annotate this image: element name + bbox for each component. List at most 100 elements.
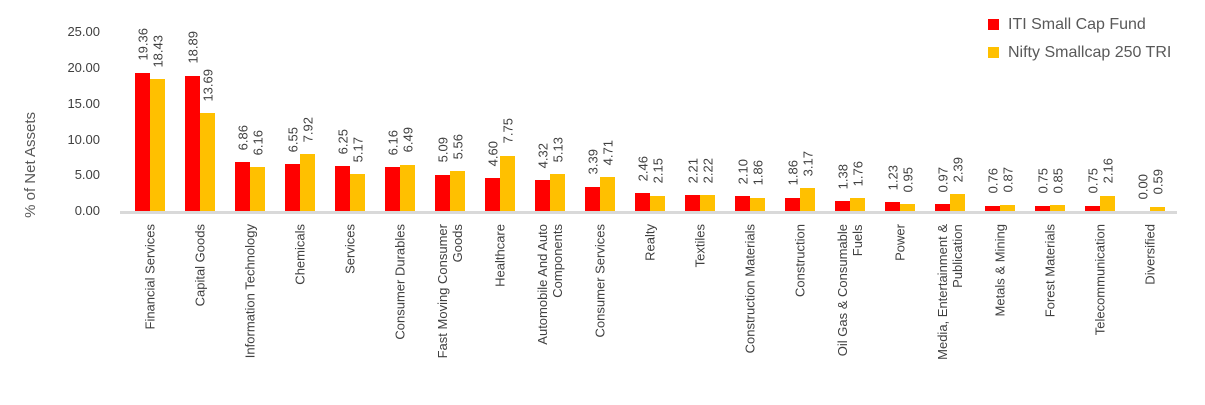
bar-segment <box>585 186 600 211</box>
category-label: Healthcare <box>492 224 508 287</box>
category-label: Textiles <box>692 224 708 268</box>
bar-segment <box>1150 206 1165 211</box>
value-label: 1.38 <box>835 163 850 190</box>
y-tick-label: 5.00 <box>74 167 100 183</box>
bar-segment <box>685 195 700 211</box>
bar-segment <box>385 166 400 211</box>
bar-segment <box>835 201 850 211</box>
bar-segment <box>1050 204 1065 211</box>
value-label: 18.43 <box>150 34 165 68</box>
value-label: 5.17 <box>350 136 365 163</box>
value-label: 2.22 <box>700 157 715 184</box>
category-label: Diversified <box>1142 224 1158 285</box>
bar-segment <box>485 178 500 211</box>
value-label: 2.46 <box>635 156 650 182</box>
bar-segment <box>1100 195 1115 211</box>
value-label: 5.56 <box>450 133 465 160</box>
value-label: 5.09 <box>435 137 450 163</box>
bar-segment <box>185 75 200 211</box>
value-label: 2.16 <box>1100 158 1115 184</box>
bar-segment <box>750 197 765 211</box>
value-label: 4.60 <box>485 140 500 167</box>
value-label: 6.25 <box>335 129 350 155</box>
value-label: 1.76 <box>850 161 865 187</box>
bar-segment <box>350 174 365 211</box>
plot-area: 19.36 18.43 18.89 13.69 6.86 6.16 6.55 7.92 6.25… <box>135 28 1165 211</box>
category-label: Forest Materials <box>1042 224 1058 318</box>
value-label: 18.89 <box>185 31 200 64</box>
value-label: 6.16 <box>250 129 265 155</box>
category-label: Construction Materials <box>742 224 758 354</box>
value-label: 13.69 <box>200 68 215 102</box>
category-label: Realty <box>642 224 658 261</box>
value-label: 0.97 <box>935 166 950 193</box>
bar-segment <box>300 154 315 211</box>
bar-segment <box>435 174 450 211</box>
y-tick-label: 0.00 <box>74 203 100 218</box>
category-label: Information Technology <box>242 224 258 359</box>
bar-segment <box>550 174 565 211</box>
value-label: 7.75 <box>500 118 515 144</box>
bar-segment <box>600 177 615 211</box>
bar-segment <box>400 164 415 211</box>
bar-segment <box>985 205 1000 211</box>
legend-swatch-red-icon <box>988 19 999 30</box>
bar-segment <box>235 161 250 211</box>
bar-segment <box>1035 205 1050 211</box>
bar-segment <box>785 197 800 211</box>
category-label: Services <box>342 224 358 274</box>
legend-label-benchmark: Nifty Smallcap 250 TRI <box>1008 43 1172 61</box>
value-label: 6.86 <box>235 124 250 150</box>
y-tick-label: 10.00 <box>67 131 100 147</box>
value-label: 5.13 <box>550 137 565 163</box>
bar-segment <box>650 195 665 211</box>
value-label: 0.75 <box>1085 168 1100 194</box>
value-label: 6.49 <box>400 127 415 153</box>
category-label: Construction <box>792 224 808 297</box>
value-label: 0.59 <box>1150 169 1165 195</box>
bar-segment <box>250 166 265 211</box>
bar-segment <box>335 166 350 211</box>
bar-segment <box>800 188 815 211</box>
bar-segment <box>450 171 465 211</box>
value-label: 19.36 <box>135 28 150 61</box>
value-label: 0.95 <box>900 166 915 193</box>
legend-item-fund: ITI Small Cap Fund <box>988 13 1171 36</box>
category-label: Oil Gas & Consumable Fuels <box>835 224 865 357</box>
bar-segment <box>1085 205 1100 211</box>
category-label: Consumer Durables <box>392 224 408 340</box>
bar-segment <box>900 204 915 211</box>
legend-label-fund: ITI Small Cap Fund <box>1008 15 1146 33</box>
category-label: Consumer Services <box>592 224 608 338</box>
bar-segment <box>635 193 650 211</box>
legend: ITI Small Cap Fund Nifty Smallcap 250 TR… <box>988 13 1171 64</box>
bar-segment <box>850 198 865 211</box>
value-label: 1.86 <box>785 160 800 186</box>
value-label: 2.10 <box>735 158 750 184</box>
value-label: 7.92 <box>300 117 315 143</box>
value-label: 2.39 <box>950 156 965 182</box>
value-label: 0.75 <box>1035 168 1050 194</box>
bar-segment <box>535 180 550 211</box>
y-tick-label: 20.00 <box>67 60 100 75</box>
legend-swatch-gold-icon <box>988 47 999 58</box>
value-label: 1.86 <box>750 160 765 186</box>
category-label: Financial Services <box>142 224 158 330</box>
value-label: 6.55 <box>285 126 300 153</box>
bar-segment <box>950 193 965 211</box>
value-label: 0.76 <box>985 168 1000 194</box>
value-label: 3.39 <box>585 149 600 175</box>
x-axis-line <box>120 211 1177 214</box>
value-label: 2.15 <box>650 158 665 184</box>
bar-segment <box>135 72 150 211</box>
y-tick-label: 25.00 <box>67 24 100 40</box>
bar-segment <box>150 79 165 211</box>
category-label: Telecommunication <box>1092 224 1108 336</box>
value-label: 0.85 <box>1050 167 1065 193</box>
category-label: Power <box>892 224 908 261</box>
bar-segment <box>285 164 300 211</box>
category-label: Fast Moving Consumer Goods <box>435 224 465 359</box>
y-tick-label: 15.00 <box>67 95 100 111</box>
category-label: Media, Entertainment & Publication <box>935 224 965 360</box>
